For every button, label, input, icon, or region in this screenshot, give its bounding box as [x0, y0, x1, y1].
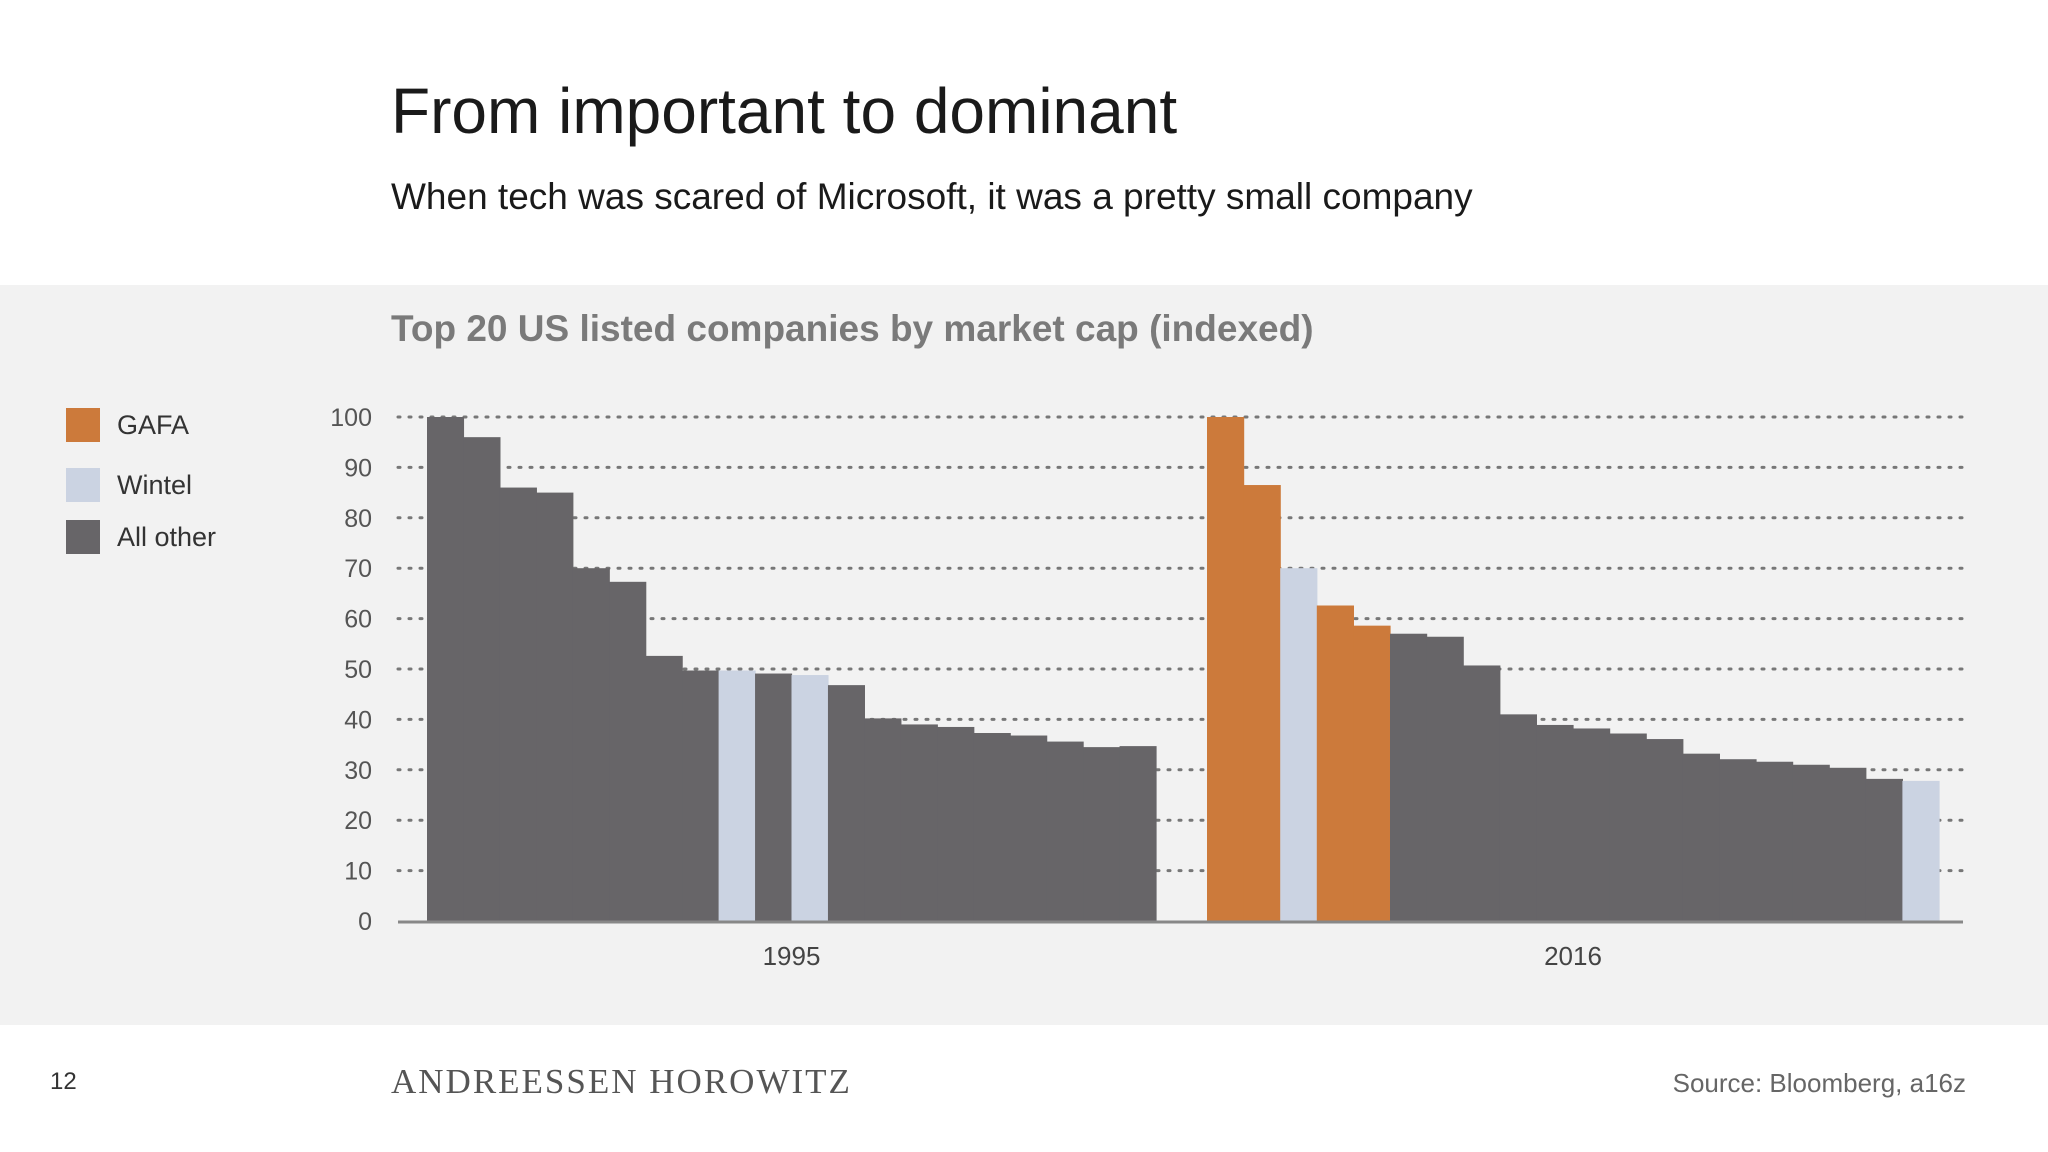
y-tick-label: 100	[330, 404, 372, 432]
legend-swatch	[66, 408, 100, 442]
bar	[645, 655, 683, 921]
bar	[1280, 568, 1318, 921]
page-subtitle: When tech was scared of Microsoft, it wa…	[391, 176, 1473, 217]
bar	[1609, 733, 1647, 921]
y-tick-label: 20	[344, 807, 372, 835]
bar	[1353, 625, 1391, 921]
legend-label: All other	[117, 521, 217, 552]
bar	[536, 492, 574, 921]
bar	[1426, 636, 1464, 921]
y-tick-label: 30	[344, 757, 372, 785]
bar	[900, 724, 938, 921]
bar	[1865, 778, 1903, 921]
bar	[609, 581, 647, 921]
bar	[718, 670, 756, 921]
bar	[1083, 747, 1121, 921]
bar	[1646, 739, 1684, 921]
legend-label: GAFA	[117, 409, 190, 440]
bar	[1536, 724, 1574, 921]
page-title: From important to dominant	[391, 75, 1178, 147]
bar	[1902, 780, 1940, 921]
y-tick-label: 50	[344, 656, 372, 684]
bar	[1243, 485, 1281, 921]
y-tick-label: 0	[358, 908, 372, 936]
bar	[937, 726, 975, 921]
bar	[1046, 741, 1084, 921]
bar	[682, 670, 720, 921]
bar	[1792, 764, 1830, 921]
bar	[499, 487, 537, 921]
y-tick-label: 60	[344, 606, 372, 634]
y-tick-label: 10	[344, 858, 372, 886]
bar	[463, 437, 501, 921]
brand-logo: ANDREESSEN HOROWITZ	[391, 1062, 852, 1101]
bar	[1573, 728, 1611, 921]
bar	[1316, 605, 1354, 921]
bar	[572, 568, 610, 921]
bar	[864, 718, 902, 921]
bar	[827, 685, 865, 921]
source-note: Source: Bloomberg, a16z	[1672, 1068, 1966, 1098]
bar	[1829, 767, 1867, 921]
bar	[755, 673, 793, 921]
legend: GAFA Wintel All other	[66, 408, 216, 580]
chart-title: Top 20 US listed companies by market cap…	[391, 308, 1314, 349]
y-tick-label: 70	[344, 555, 372, 583]
bar	[791, 675, 829, 921]
bar	[1463, 665, 1501, 921]
bar	[427, 417, 465, 921]
y-tick-label: 90	[344, 454, 372, 482]
legend-label: Wintel	[117, 469, 193, 500]
bar	[1756, 761, 1794, 921]
legend-item-wintel: Wintel	[66, 468, 216, 502]
y-tick-label: 40	[344, 706, 372, 734]
bar	[1207, 417, 1245, 921]
legend-swatch	[66, 468, 100, 502]
bar	[1119, 746, 1157, 921]
bar	[973, 733, 1011, 921]
legend-swatch	[66, 520, 100, 554]
page-number: 12	[50, 1068, 77, 1095]
bar	[1682, 753, 1720, 921]
bar	[1390, 633, 1428, 921]
y-tick-label: 80	[344, 505, 372, 533]
legend-item-gafa: GAFA	[66, 408, 216, 442]
legend-item-all-other: All other	[66, 520, 216, 554]
bar	[1719, 759, 1757, 921]
x-group-label: 2016	[1544, 941, 1602, 971]
bar	[1499, 714, 1537, 921]
bar	[1010, 735, 1048, 921]
x-group-label: 1995	[763, 941, 821, 971]
